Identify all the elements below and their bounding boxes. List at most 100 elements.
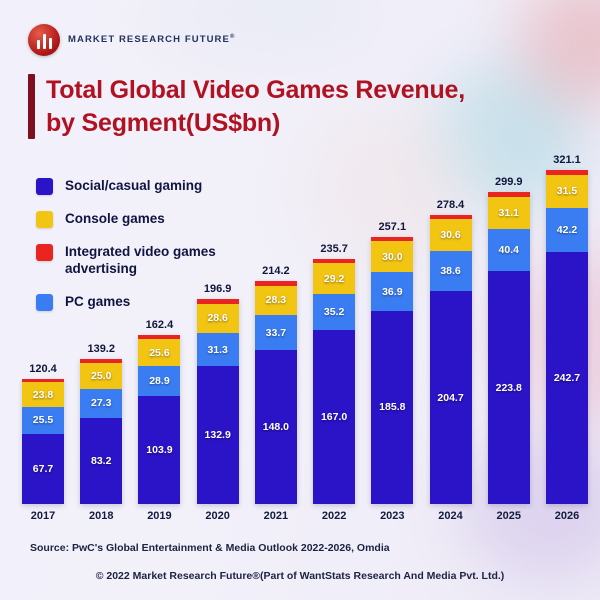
source-note: Source: PwC's Global Entertainment & Med… [30,542,390,554]
bar-column-2023: 257.1 30.0 36.9 185.8 2023 [371,140,414,522]
x-axis-year-label: 2019 [147,510,172,522]
bar-column-2020: 196.9 28.6 31.3 132.9 2020 [196,140,239,522]
legend-swatch [36,244,53,261]
bar-segment-social-casual-gaming: 223.8 [487,271,530,504]
legend-item-integrated-video-games-advertising: Integrated video games advertising [36,244,241,278]
bar-segment-pc-games: 28.9 [138,365,181,396]
segment-value-label: 185.8 [379,401,406,414]
bar-total-label: 196.9 [203,283,232,296]
bar-segment-pc-games: 36.9 [371,272,414,311]
bar-segment-integrated-video-games-advertising [22,378,64,383]
segment-value-label: 242.7 [553,371,581,384]
logo-bar-icon [48,38,52,49]
bar-chart: 120.4 23.8 25.5 67.7 2017 139.2 25.0 27.3 83.2 20… [22,140,588,522]
bar-total-label: 299.9 [494,176,523,189]
bar-column-2021: 214.2 28.3 33.7 148.0 2021 [254,140,297,522]
bar-column-2017: 120.4 23.8 25.5 67.7 2017 [22,140,64,522]
bar-stack: 30.0 36.9 185.8 [371,236,414,504]
segment-value-label: 31.5 [556,185,578,198]
logo-bar-icon [42,34,46,49]
segment-value-label: 28.9 [149,374,170,387]
segment-value-label: 29.2 [323,272,345,285]
x-axis-year-label: 2017 [30,510,56,522]
bar-segment-integrated-video-games-advertising [313,258,356,264]
x-axis-year-label: 2026 [554,510,580,522]
copyright-note: © 2022 Market Research Future®(Part of W… [95,570,505,582]
segment-value-label: 30.0 [382,250,403,263]
chart-title: Total Global Video Games Revenue, by Seg… [46,74,465,139]
bar-segment-pc-games: 31.3 [196,333,239,366]
bar-segment-pc-games: 38.6 [429,251,472,292]
bar-segment-social-casual-gaming: 167.0 [313,330,356,504]
bar-segment-social-casual-gaming: 103.9 [138,395,181,504]
bar-column-2024: 278.4 30.6 38.6 204.7 2024 [429,140,472,522]
x-axis-year-label: 2021 [263,510,289,522]
bar-segment-pc-games: 42.2 [545,207,588,252]
segment-value-label: 148.0 [262,421,290,434]
segment-value-label: 31.1 [498,207,519,220]
segment-value-label: 23.8 [32,388,54,401]
segment-value-label: 25.5 [32,414,54,427]
segment-value-label: 38.6 [440,265,461,278]
legend-item-pc-games: PC games [36,293,241,311]
brand-logo: MARKET RESEARCH FUTURE® [28,24,235,56]
bar-segment-social-casual-gaming: 148.0 [254,350,297,504]
bar-column-2018: 139.2 25.0 27.3 83.2 2018 [80,140,123,522]
bar-total-label: 139.2 [87,343,115,356]
x-axis-year-label: 2024 [438,510,463,522]
chart-title-line1: Total Global Video Games Revenue, [46,76,465,104]
segment-value-label: 36.9 [382,285,403,298]
x-axis-year-label: 2018 [88,510,114,522]
bar-segment-console-games: 30.0 [371,241,414,273]
bar-segment-console-games: 30.6 [429,219,472,252]
bar-segment-integrated-video-games-advertising [80,359,123,364]
brand-logo-icon [28,24,60,56]
segment-value-label: 25.0 [91,370,112,383]
bar-segment-console-games: 23.8 [22,382,64,408]
bar-stack: 30.6 38.6 204.7 [429,214,472,504]
bar-segment-social-casual-gaming: 204.7 [429,291,472,504]
bar-stack: 25.0 27.3 83.2 [80,359,123,504]
x-axis-year-label: 2025 [496,510,521,522]
bar-total-label: 120.4 [29,362,57,375]
legend-swatch [36,178,53,195]
segment-value-label: 33.7 [265,326,287,339]
bar-segment-pc-games: 25.5 [22,407,64,434]
legend-label: Integrated video games advertising [65,244,216,276]
bar-total-label: 257.1 [378,220,407,233]
bar-segment-pc-games: 33.7 [254,315,297,351]
legend-label: PC games [65,293,131,309]
segment-value-label: 67.7 [32,462,54,475]
bar-stack: 28.3 33.7 148.0 [254,281,297,504]
legend-swatch [36,211,53,228]
segment-value-label: 25.6 [149,346,170,359]
segment-value-label: 40.4 [498,244,519,257]
bar-segment-console-games: 25.0 [80,363,123,390]
bar-stack: 31.5 42.2 242.7 [545,170,588,504]
bar-stack: 29.2 35.2 167.0 [313,258,356,504]
bar-segment-console-games: 28.6 [196,303,239,334]
segment-value-label: 42.2 [556,223,578,236]
bar-total-label: 162.4 [145,319,174,332]
segment-value-label: 167.0 [320,411,348,424]
bar-column-2022: 235.7 29.2 35.2 167.0 2022 [313,140,356,522]
segment-value-label: 27.3 [91,397,112,410]
legend-label: Console games [65,211,165,226]
x-axis-year-label: 2023 [380,510,405,522]
bar-segment-social-casual-gaming: 132.9 [196,365,239,504]
legend-item-social-casual-gaming: Social/casual gaming [36,178,241,195]
bar-segment-integrated-video-games-advertising [196,299,239,304]
brand-name: MARKET RESEARCH FUTURE® [68,34,235,45]
bar-stack: 28.6 31.3 132.9 [196,299,239,504]
segment-value-label: 28.6 [207,312,228,325]
bar-total-label: 278.4 [436,198,465,211]
x-axis-year-label: 2020 [205,510,230,522]
x-axis-year-label: 2022 [321,510,347,522]
bar-stack: 31.1 40.4 223.8 [487,192,530,504]
bar-segment-integrated-video-games-advertising [487,192,530,197]
segment-value-label: 83.2 [91,454,112,467]
registered-mark: ® [229,34,236,41]
bar-segment-integrated-video-games-advertising [429,214,472,220]
title-accent-bar [28,74,35,139]
segment-value-label: 132.9 [204,428,231,441]
